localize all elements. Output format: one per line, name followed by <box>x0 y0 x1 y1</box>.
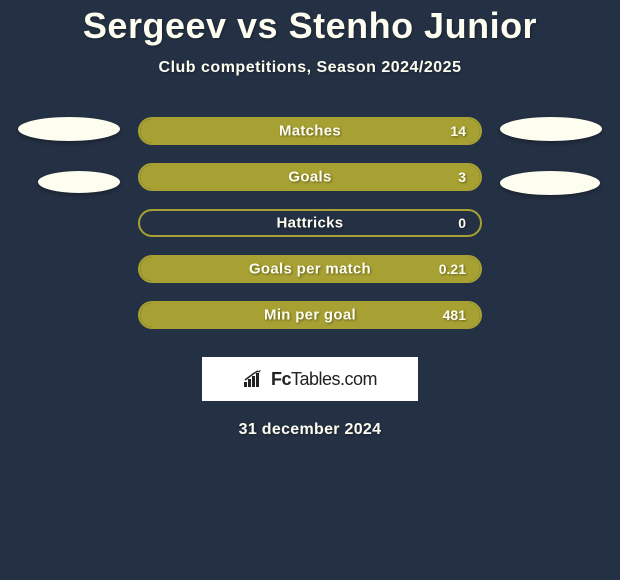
bar-label: Min per goal <box>140 307 480 324</box>
bar-label: Goals per match <box>140 261 480 278</box>
main-container: Sergeev vs Stenho Junior Club competitio… <box>0 0 620 439</box>
bar-label: Matches <box>140 123 480 140</box>
bar-value: 3 <box>458 169 466 185</box>
page-title: Sergeev vs Stenho Junior <box>0 5 620 47</box>
chart-icon <box>243 370 265 388</box>
bar-goals: Goals 3 <box>138 163 482 191</box>
bar-goals-per-match: Goals per match 0.21 <box>138 255 482 283</box>
left-ellipses <box>18 117 120 193</box>
bar-value: 0.21 <box>439 261 466 277</box>
bar-label: Hattricks <box>140 215 480 232</box>
bar-value: 481 <box>443 307 466 323</box>
date-text: 31 december 2024 <box>0 421 620 439</box>
fctables-logo[interactable]: FcTables.com <box>202 357 418 401</box>
ellipse-left-2 <box>38 171 120 193</box>
right-ellipses <box>500 117 602 195</box>
ellipse-left-1 <box>18 117 120 141</box>
bar-min-per-goal: Min per goal 481 <box>138 301 482 329</box>
ellipse-right-2 <box>500 171 600 195</box>
stats-area: Matches 14 Goals 3 Hattricks 0 Goals per… <box>0 117 620 329</box>
bar-value: 14 <box>450 123 466 139</box>
bar-label: Goals <box>140 169 480 186</box>
bar-matches: Matches 14 <box>138 117 482 145</box>
subtitle: Club competitions, Season 2024/2025 <box>0 59 620 77</box>
stat-bars: Matches 14 Goals 3 Hattricks 0 Goals per… <box>138 117 482 329</box>
bar-value: 0 <box>458 215 466 231</box>
ellipse-right-1 <box>500 117 602 141</box>
bar-hattricks: Hattricks 0 <box>138 209 482 237</box>
logo-text: FcTables.com <box>271 369 377 390</box>
